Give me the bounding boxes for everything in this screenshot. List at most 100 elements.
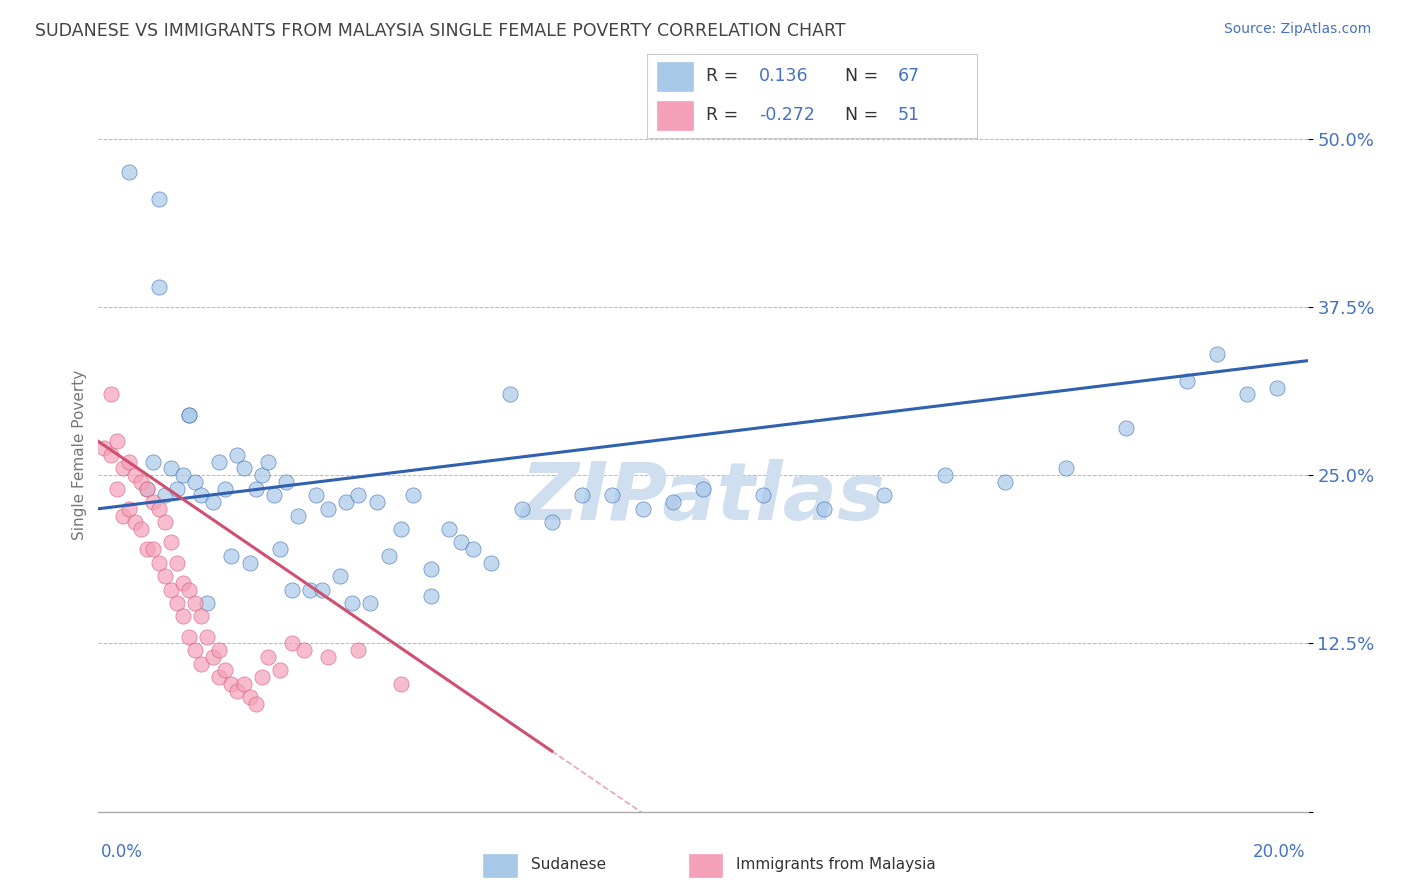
Point [111,508,134,523]
Point [256,455,278,469]
Point [195,596,218,610]
Point [540,515,562,529]
Point [239,690,262,705]
Point [437,522,460,536]
Point [129,522,152,536]
Point [571,488,593,502]
Point [214,664,236,678]
Point [419,589,441,603]
Point [177,408,201,422]
Text: N =: N = [845,68,879,86]
Text: R =: R = [706,106,738,124]
Point [184,596,207,610]
Point [498,387,520,401]
Point [166,482,188,496]
Point [148,501,170,516]
Point [177,408,201,422]
Point [135,542,157,557]
Point [510,501,533,516]
Text: 51: 51 [898,106,920,124]
Point [263,488,285,502]
Point [142,455,165,469]
Point [105,434,128,449]
Text: Source: ZipAtlas.com: Source: ZipAtlas.com [1223,22,1371,37]
Point [347,643,370,657]
Point [1054,461,1077,475]
Point [166,556,188,570]
Text: N =: N = [845,106,879,124]
Point [1236,387,1258,401]
Point [245,482,267,496]
Point [377,549,399,563]
Point [208,643,231,657]
Point [692,482,714,496]
Point [135,482,157,496]
Text: -0.272: -0.272 [759,106,815,124]
Point [221,677,243,691]
Point [118,455,141,469]
Point [481,556,503,570]
Point [389,522,412,536]
Point [214,482,236,496]
Bar [657,101,693,130]
Point [105,482,128,496]
Point [316,501,339,516]
Text: SUDANESE VS IMMIGRANTS FROM MALAYSIA SINGLE FEMALE POVERTY CORRELATION CHART: SUDANESE VS IMMIGRANTS FROM MALAYSIA SIN… [35,22,846,40]
Point [239,556,262,570]
Text: ZIPatlas: ZIPatlas [520,458,886,537]
Point [221,549,243,563]
Point [172,468,194,483]
Point [208,455,231,469]
Point [153,488,176,502]
Point [202,495,225,509]
Point [184,475,207,489]
Y-axis label: Single Female Poverty: Single Female Poverty [72,370,87,540]
Point [172,575,194,590]
Point [402,488,425,502]
Point [93,441,115,455]
Point [269,542,291,557]
Point [226,683,249,698]
Point [148,279,170,293]
Point [631,501,654,516]
Point [419,562,441,576]
Point [813,501,835,516]
Point [142,495,165,509]
Point [111,461,134,475]
Point [135,482,157,496]
Point [450,535,472,549]
Point [342,596,364,610]
Text: 0.136: 0.136 [759,68,808,86]
Point [232,461,254,475]
Point [153,569,176,583]
Point [124,515,146,529]
Point [190,488,212,502]
Point [160,461,183,475]
Point [118,501,141,516]
Point [934,468,956,483]
Point [602,488,624,502]
Bar [689,855,723,877]
Bar [484,855,516,877]
Point [250,468,273,483]
Point [148,192,170,206]
Text: 20.0%: 20.0% [1253,843,1305,861]
Point [463,542,485,557]
Point [148,556,170,570]
Point [269,664,291,678]
Point [100,387,122,401]
Point [208,670,231,684]
Point [287,508,309,523]
Point [329,569,352,583]
Text: R =: R = [706,68,738,86]
Point [190,609,212,624]
Point [250,670,273,684]
Point [281,582,304,597]
Point [177,582,201,597]
Point [661,495,683,509]
Point [1265,381,1288,395]
Text: 0.0%: 0.0% [101,843,143,861]
Point [360,596,382,610]
Point [281,636,304,650]
Point [100,448,122,462]
